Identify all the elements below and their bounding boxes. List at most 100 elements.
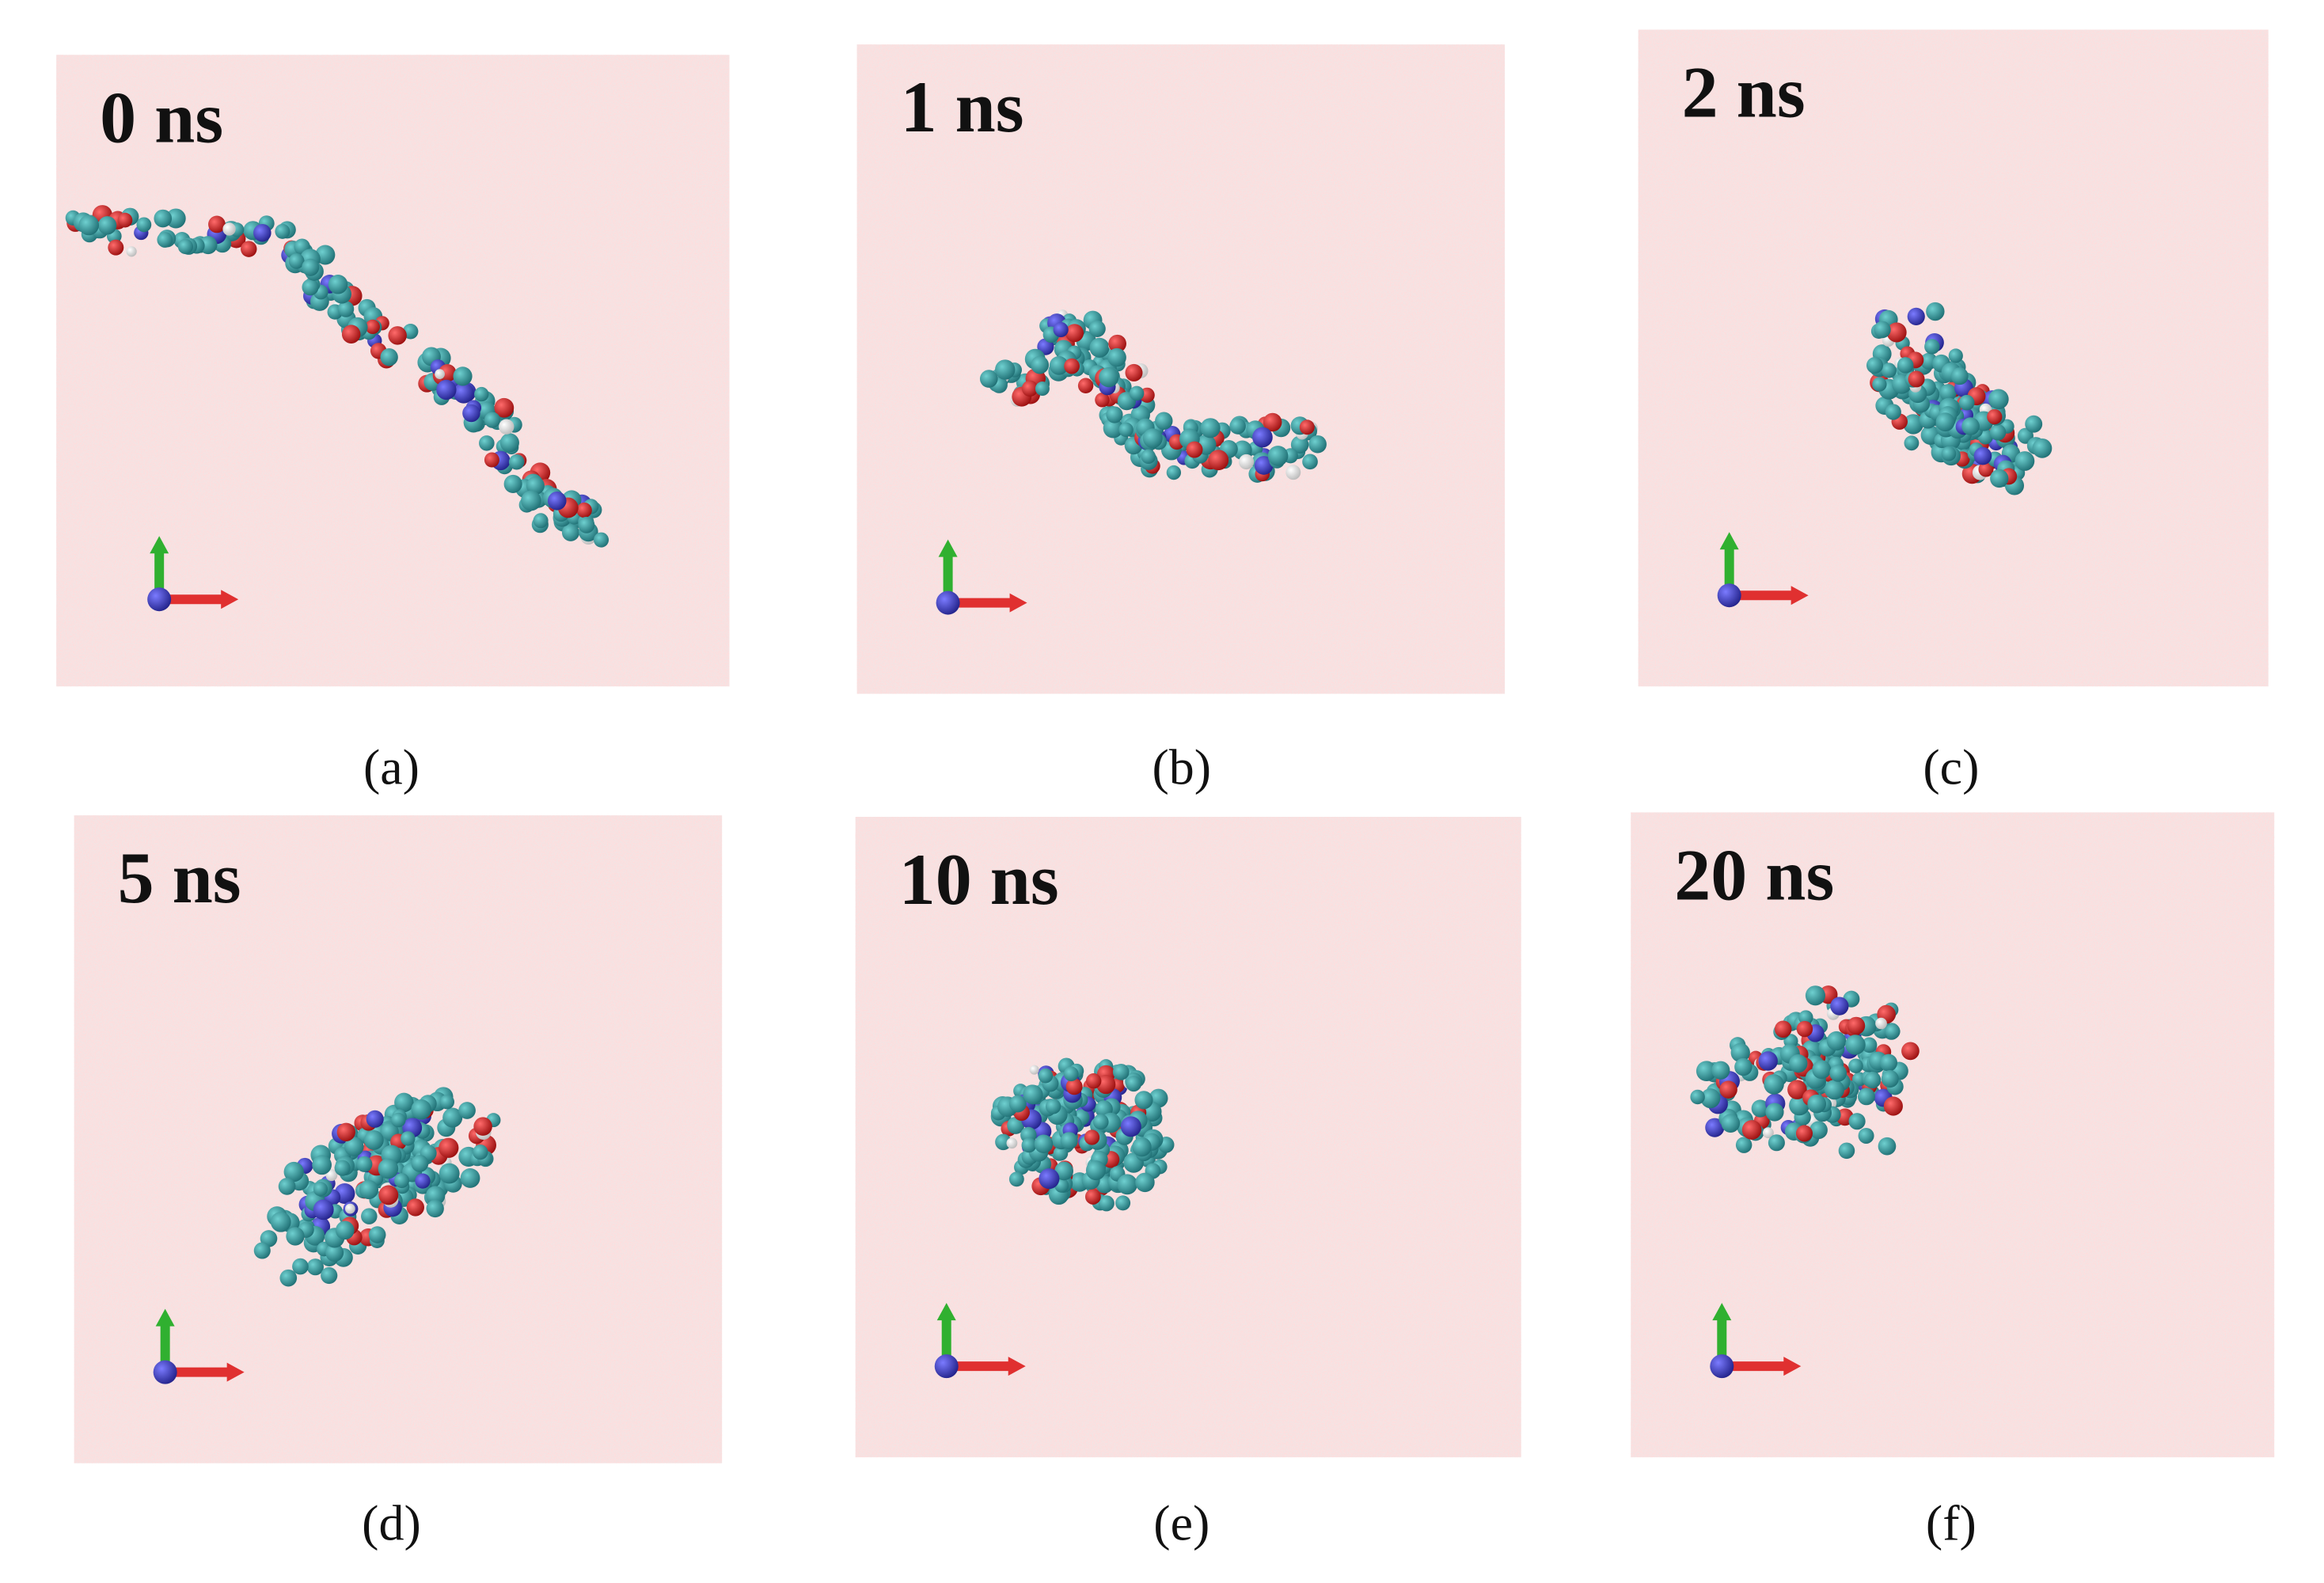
atom: [390, 1112, 406, 1128]
atom: [302, 279, 319, 296]
atom: [1252, 427, 1273, 448]
atom: [1023, 1084, 1043, 1105]
atom: [337, 301, 355, 317]
atom: [1721, 1114, 1741, 1133]
atom: [1904, 435, 1920, 451]
axis-x-head: [1009, 593, 1027, 613]
atom: [1881, 1069, 1899, 1088]
axis-y-head: [1712, 1303, 1732, 1321]
atom: [1063, 1066, 1079, 1082]
atom: [78, 214, 100, 236]
atom: [1787, 1080, 1807, 1099]
atom: [1857, 1088, 1875, 1106]
atom: [321, 1266, 338, 1285]
atom: [995, 359, 1016, 380]
atom: [1812, 1060, 1832, 1080]
atom: [378, 1158, 399, 1179]
atom: [1730, 1042, 1750, 1063]
atom: [979, 370, 998, 388]
atom: [1112, 1064, 1130, 1080]
axis-origin: [153, 1360, 177, 1384]
atom: [1886, 322, 1907, 343]
atom: [253, 223, 272, 242]
atom: [1254, 456, 1274, 475]
protein: [1866, 302, 2052, 495]
atom: [325, 1169, 338, 1182]
axis-x-head: [1783, 1357, 1802, 1376]
atom: [1285, 465, 1301, 480]
atom: [222, 222, 236, 236]
atom: [388, 326, 407, 345]
atom: [479, 435, 495, 451]
axis-x-head: [1008, 1357, 1026, 1376]
atom: [380, 348, 398, 366]
atom: [1053, 321, 1069, 338]
atom: [1848, 1113, 1866, 1130]
atom: [312, 1155, 332, 1175]
atom: [1903, 414, 1923, 435]
atom: [2032, 438, 2052, 458]
atom: [288, 252, 305, 269]
atom: [394, 1173, 410, 1189]
atom: [1908, 370, 1925, 388]
atom: [1099, 367, 1119, 388]
atom: [1883, 1096, 1903, 1116]
atom: [1155, 412, 1173, 430]
atom: [361, 1208, 378, 1224]
atom: [1941, 446, 1957, 461]
axis-origin: [1717, 583, 1741, 608]
atom: [499, 433, 519, 453]
atom: [1088, 320, 1106, 337]
water-box: [56, 55, 730, 687]
atom: [117, 212, 133, 228]
atom: [1053, 1145, 1069, 1161]
atom: [1762, 1127, 1774, 1139]
atom: [1021, 1137, 1037, 1153]
atom: [411, 1099, 431, 1120]
atom: [97, 216, 117, 235]
atom: [1308, 435, 1327, 454]
atom: [1290, 435, 1309, 454]
water-box: [1631, 812, 2275, 1458]
atom: [1988, 389, 2009, 410]
atom: [1263, 412, 1282, 432]
atom: [336, 1122, 355, 1141]
atom: [1805, 985, 1826, 1006]
atom: [1108, 334, 1126, 353]
atom: [548, 492, 567, 511]
atom: [1774, 1020, 1792, 1038]
atom: [473, 1145, 488, 1160]
axis-x-head: [1790, 586, 1809, 605]
atom: [2025, 415, 2043, 433]
atom: [1878, 1137, 1897, 1156]
atom: [1038, 1068, 1054, 1084]
atom: [1861, 1037, 1878, 1053]
atom: [1092, 1114, 1109, 1130]
atom: [1948, 348, 1963, 363]
atom: [1926, 302, 1945, 321]
atom: [1084, 1129, 1100, 1145]
axis-origin: [147, 587, 172, 612]
atom: [1735, 1137, 1752, 1153]
atom: [1115, 1195, 1131, 1211]
atom: [356, 1156, 373, 1172]
atom: [208, 215, 226, 233]
atom: [1885, 1023, 1901, 1039]
atom: [1267, 446, 1289, 466]
atom: [1690, 1089, 1705, 1105]
atom: [401, 1131, 416, 1146]
atom: [439, 1137, 459, 1158]
atom: [1961, 417, 1980, 435]
atom: [1711, 1061, 1730, 1080]
atom: [366, 1110, 384, 1128]
atom: [1008, 1171, 1024, 1187]
atom: [1060, 1132, 1078, 1150]
atom: [426, 1186, 446, 1205]
atom: [1126, 1076, 1142, 1092]
atom: [279, 1269, 298, 1287]
atom: [1045, 1099, 1061, 1114]
axis-y-head: [938, 539, 958, 557]
atom: [335, 1220, 355, 1240]
atom: [165, 208, 186, 229]
